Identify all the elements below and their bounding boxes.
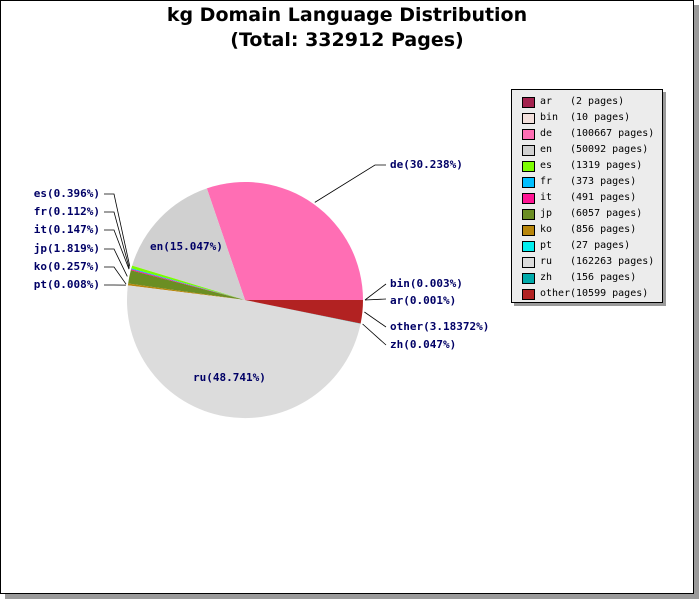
legend-item-bin: bin (10 pages): [522, 110, 667, 126]
leader-line-bin: [364, 283, 387, 301]
legend-swatch: [522, 177, 535, 188]
legend-item-es: es (1319 pages): [522, 158, 667, 174]
legend-pages: (2 pages): [570, 96, 625, 107]
legend-pages: (156 pages): [570, 272, 637, 283]
slice-label-ar: ar(0.001%): [390, 294, 456, 307]
slice-label-it: it(0.147%): [34, 223, 100, 236]
slice-label-other: other(3.18372%): [390, 320, 489, 333]
legend-swatch: [522, 161, 535, 172]
legend-code: de: [540, 128, 553, 139]
legend-code: en: [540, 144, 553, 155]
pie-slice-es: [131, 265, 245, 300]
legend-pages: (50092 pages): [570, 144, 649, 155]
legend-code: zh: [540, 272, 553, 283]
legend-code: fr: [540, 176, 553, 187]
legend-item-en: en (50092 pages): [522, 142, 667, 158]
legend-pages: (6057 pages): [570, 208, 643, 219]
pie-slice-it: [130, 269, 245, 300]
legend-pages: (856 pages): [570, 224, 637, 235]
legend-pages: (373 pages): [570, 176, 637, 187]
legend-item-jp: jp (6057 pages): [522, 206, 667, 222]
chart-title: kg Domain Language Distribution: [166, 4, 528, 26]
pie-slice-en: [132, 188, 245, 300]
legend-pages: (100667 pages): [570, 128, 655, 139]
legend-pages: (491 pages): [570, 192, 637, 203]
slice-label-en: en(15.047%): [150, 240, 223, 253]
legend-item-zh: zh (156 pages): [522, 270, 667, 286]
legend-swatch: [522, 97, 535, 108]
pie-slice-zh: [245, 300, 361, 324]
legend-swatch: [522, 145, 535, 156]
legend-pages: (1319 pages): [570, 160, 643, 171]
pie-slice-fr: [131, 268, 245, 300]
legend-code: es: [540, 160, 553, 171]
pie-slice-ru: [126, 285, 361, 419]
slice-label-fr: fr(0.112%): [34, 205, 100, 218]
leader-line-other: [364, 311, 387, 328]
pie-slice-jp: [128, 270, 245, 300]
legend-item-ru: ru (162263 pages): [522, 254, 667, 270]
legend-item-fr: fr (373 pages): [522, 174, 667, 190]
legend-swatch: [522, 129, 535, 140]
legend-swatch: [522, 257, 535, 268]
pie-slice-de: [206, 181, 363, 300]
slice-label-jp: jp(1.819%): [34, 242, 100, 255]
leader-line-ko: [104, 266, 127, 285]
leader-line-it: [104, 229, 130, 270]
legend-pages: (27 pages): [570, 240, 631, 251]
legend-swatch: [522, 289, 535, 300]
legend-pages: (10 pages): [570, 112, 631, 123]
legend-code: ko: [540, 224, 553, 235]
legend-code: jp: [540, 208, 553, 219]
slice-label-zh: zh(0.047%): [390, 338, 456, 351]
legend-code: ar: [540, 96, 553, 107]
slice-label-ru: ru(48.741%): [193, 371, 266, 384]
leader-line-es: [104, 193, 131, 267]
chart-subtitle: (Total: 332912 Pages): [230, 29, 464, 51]
slice-label-pt: pt(0.008%): [34, 278, 100, 291]
leader-line-ar: [364, 298, 387, 301]
leader-line-fr: [104, 211, 130, 269]
slice-label-ko: ko(0.257%): [34, 260, 100, 273]
pie-slice-ko: [127, 283, 245, 300]
leader-line-jp: [104, 248, 128, 277]
slice-label-bin: bin(0.003%): [390, 277, 463, 290]
legend-swatch: [522, 113, 535, 124]
legend-item-de: de (100667 pages): [522, 126, 667, 142]
legend-pages: (10599 pages): [570, 288, 649, 299]
legend-swatch: [522, 209, 535, 220]
legend-item-it: it (491 pages): [522, 190, 667, 206]
legend-swatch: [522, 225, 535, 236]
legend-item-ar: ar (2 pages): [522, 94, 667, 110]
pie-slice-pt: [127, 285, 245, 300]
leader-line-de: [314, 164, 386, 203]
pie-slice-other: [245, 300, 364, 324]
legend-code: pt: [540, 240, 553, 251]
legend-item-ko: ko (856 pages): [522, 222, 667, 238]
legend: ar (2 pages) bin (10 pages) de (100667 pages)…: [511, 89, 663, 303]
slice-label-es: es(0.396%): [34, 187, 100, 200]
slice-label-de: de(30.238%): [390, 158, 463, 171]
legend-code: ru: [540, 256, 553, 267]
legend-code: bin: [540, 112, 559, 123]
leader-line-zh: [362, 323, 387, 346]
legend-pages: (162263 pages): [570, 256, 655, 267]
legend-item-pt: pt (27 pages): [522, 238, 667, 254]
legend-swatch: [522, 273, 535, 284]
legend-code: it: [540, 192, 553, 203]
legend-item-other: other (10599 pages): [522, 286, 667, 302]
legend-code: other: [540, 288, 571, 299]
legend-swatch: [522, 193, 535, 204]
legend-swatch: [522, 241, 535, 252]
